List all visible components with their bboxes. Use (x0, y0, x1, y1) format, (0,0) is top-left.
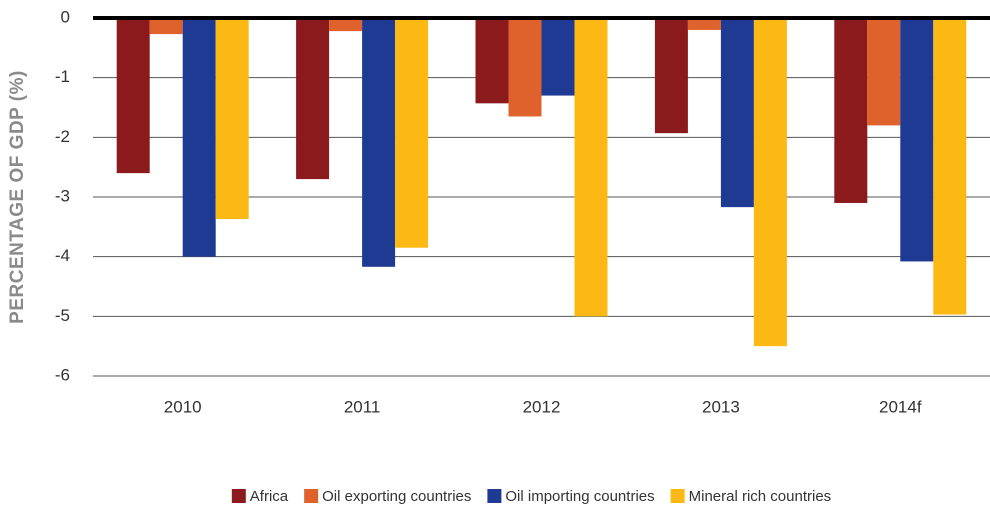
bar (508, 18, 542, 117)
y-tick-label: -5 (55, 306, 70, 325)
bar (900, 18, 934, 262)
x-tick-label: 2014f (879, 397, 922, 416)
bar (182, 18, 216, 257)
legend-label: Oil importing countries (505, 488, 654, 505)
legend-swatch (304, 489, 319, 503)
y-tick-label: -4 (55, 246, 70, 265)
legend-swatch (231, 489, 246, 503)
bar (834, 18, 868, 203)
y-tick-label: -3 (55, 186, 70, 205)
bar (687, 18, 721, 30)
legend-label: Oil exporting countries (322, 488, 471, 505)
bar (116, 18, 150, 174)
bar (574, 18, 608, 317)
x-tick-label: 2013 (702, 397, 740, 416)
x-tick-label: 2011 (344, 397, 381, 416)
y-tick-label: -1 (55, 67, 70, 86)
bar (867, 18, 901, 126)
bar (541, 18, 575, 96)
legend-label: Africa (250, 488, 289, 505)
bar (475, 18, 509, 104)
bar (149, 18, 183, 35)
x-tick-label: 2010 (164, 397, 202, 416)
bar (753, 18, 787, 347)
y-tick-label: -2 (55, 127, 70, 146)
legend-swatch (487, 489, 502, 503)
bar (296, 18, 330, 180)
y-axis-title: PERCENTAGE OF GDP (%) (7, 70, 28, 324)
bar (395, 18, 429, 248)
bar (654, 18, 688, 134)
x-tick-label: 2012 (523, 397, 561, 416)
bar (215, 18, 249, 220)
bar (720, 18, 754, 208)
bar (933, 18, 967, 315)
bar (329, 18, 363, 32)
bar (362, 18, 396, 267)
legend-label: Mineral rich countries (689, 488, 832, 505)
legend-swatch (670, 489, 685, 503)
y-tick-label: 0 (61, 7, 70, 26)
y-tick-label: -6 (55, 365, 70, 384)
